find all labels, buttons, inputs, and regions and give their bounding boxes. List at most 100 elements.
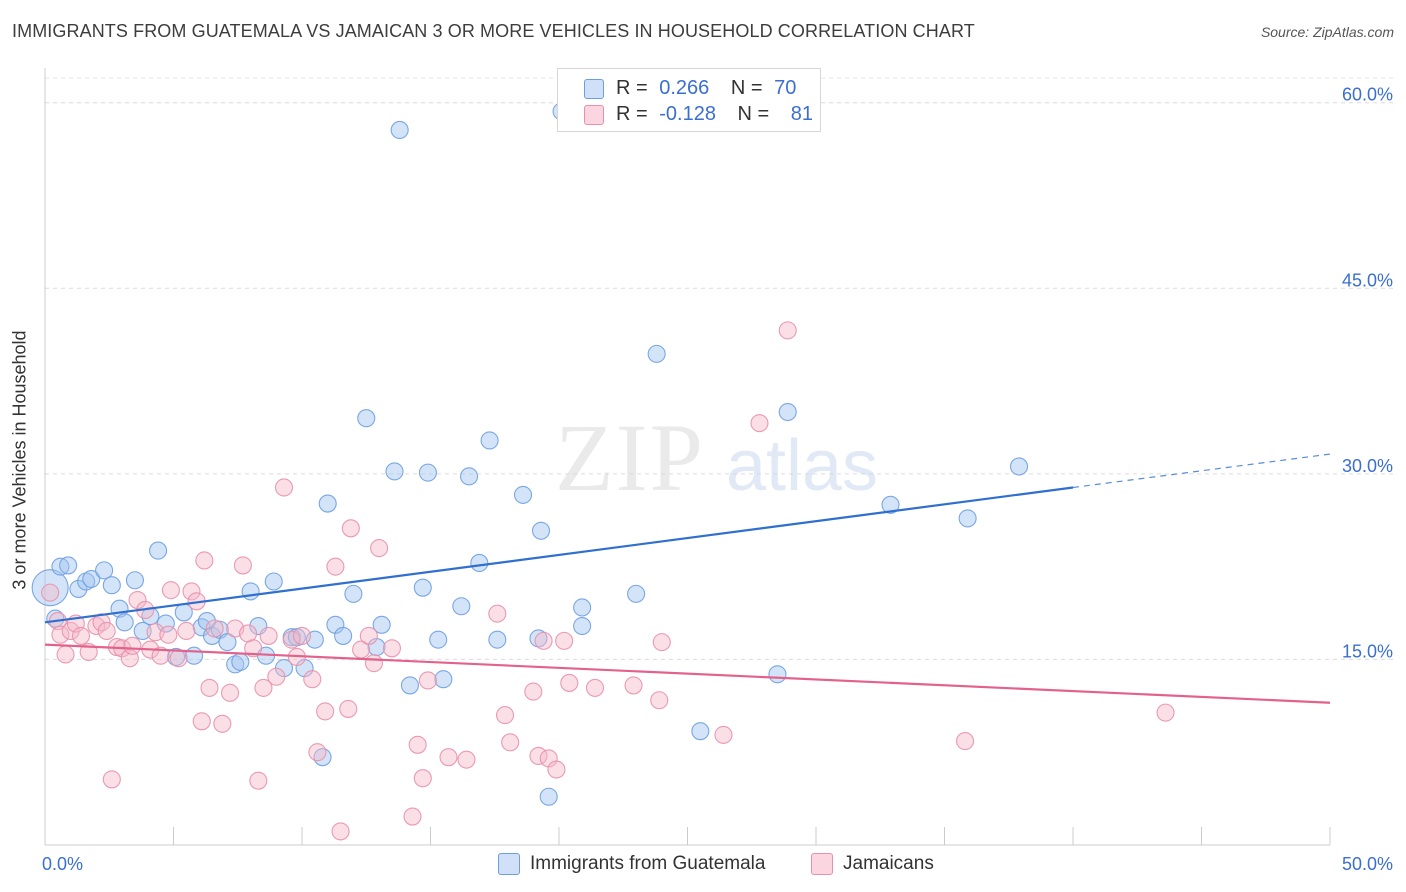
legend-r-label: R = bbox=[616, 77, 648, 99]
series-swatch-guatemala bbox=[498, 853, 520, 875]
data-point bbox=[97, 621, 116, 641]
data-point bbox=[308, 743, 327, 762]
data-point bbox=[573, 616, 592, 636]
y-tick-label: 15.0% bbox=[1342, 641, 1393, 661]
data-point bbox=[51, 625, 70, 644]
series-jamaicans-points bbox=[41, 321, 1175, 841]
data-point bbox=[488, 630, 507, 649]
data-point bbox=[434, 670, 453, 689]
axes bbox=[44, 68, 1331, 846]
x-tick-label: 0.0% bbox=[42, 854, 83, 874]
watermark-zip: ZIP bbox=[555, 404, 705, 511]
data-point bbox=[555, 631, 574, 650]
data-point bbox=[585, 678, 605, 697]
correlation-legend: R = 0.266 N = 70 R = -0.128 N = 81 bbox=[557, 68, 821, 132]
tick-labels: 15.0% 30.0% 45.0% 60.0% 0.0% 50.0% bbox=[42, 85, 1393, 874]
data-point bbox=[95, 561, 114, 580]
data-point bbox=[714, 725, 733, 744]
watermark-atlas: atlas bbox=[726, 426, 878, 506]
data-point bbox=[125, 571, 144, 590]
data-point bbox=[364, 654, 384, 673]
data-point bbox=[182, 582, 201, 601]
y-tick-label: 30.0% bbox=[1342, 456, 1393, 476]
data-point bbox=[452, 597, 471, 616]
data-point bbox=[326, 557, 345, 576]
data-point bbox=[956, 732, 975, 751]
data-point bbox=[400, 676, 419, 695]
data-point bbox=[344, 584, 363, 603]
data-point bbox=[1156, 703, 1175, 722]
data-point bbox=[218, 633, 237, 652]
data-point bbox=[102, 770, 121, 789]
chart-source: Source: ZipAtlas.com bbox=[1260, 24, 1394, 40]
legend-r-value: 0.266 bbox=[659, 77, 710, 99]
data-point bbox=[408, 735, 427, 754]
data-point bbox=[339, 699, 358, 718]
data-point bbox=[41, 583, 60, 602]
data-point bbox=[357, 409, 376, 428]
data-point bbox=[128, 591, 147, 610]
data-point bbox=[102, 576, 121, 595]
data-point bbox=[534, 631, 553, 650]
legend-r-label: R = bbox=[616, 103, 648, 125]
data-point bbox=[59, 556, 78, 575]
data-point bbox=[778, 321, 797, 340]
data-point bbox=[413, 769, 432, 788]
trend-line-jamaicans bbox=[44, 643, 1331, 704]
data-point bbox=[192, 712, 211, 731]
data-point bbox=[459, 467, 479, 486]
data-point bbox=[313, 748, 332, 767]
data-point bbox=[316, 702, 335, 721]
trend-line-guatemala-extension bbox=[1072, 453, 1331, 489]
data-point bbox=[254, 678, 273, 697]
data-point bbox=[531, 521, 551, 540]
series-swatch-jamaicans bbox=[811, 853, 833, 875]
data-point bbox=[652, 633, 671, 652]
legend-r-value: -0.128 bbox=[659, 103, 716, 125]
data-point bbox=[529, 629, 548, 648]
data-point bbox=[177, 621, 196, 641]
data-point bbox=[650, 691, 669, 710]
data-point bbox=[220, 683, 240, 702]
trend-lines bbox=[44, 453, 1331, 704]
data-point bbox=[1009, 457, 1029, 476]
data-point bbox=[259, 626, 278, 645]
data-point bbox=[513, 485, 533, 504]
data-point bbox=[501, 733, 520, 752]
data-point bbox=[418, 671, 437, 690]
data-point bbox=[539, 787, 558, 806]
data-point bbox=[488, 604, 507, 623]
data-point bbox=[318, 494, 337, 513]
data-point bbox=[495, 706, 515, 725]
data-point bbox=[382, 639, 402, 658]
data-point bbox=[161, 581, 180, 600]
y-tick-label: 45.0% bbox=[1342, 270, 1393, 290]
data-point bbox=[624, 676, 643, 695]
data-point bbox=[457, 750, 476, 769]
data-point bbox=[334, 626, 353, 645]
data-point bbox=[470, 553, 489, 572]
data-point bbox=[200, 678, 219, 697]
data-point bbox=[274, 478, 294, 497]
data-point bbox=[185, 646, 204, 665]
data-point bbox=[46, 609, 65, 628]
data-point bbox=[385, 462, 404, 481]
data-point bbox=[77, 572, 96, 591]
data-point bbox=[123, 636, 142, 655]
data-point bbox=[71, 626, 91, 645]
y-tick-label: 60.0% bbox=[1342, 85, 1393, 105]
data-point bbox=[51, 557, 70, 576]
legend-n-value: 70 bbox=[774, 77, 797, 99]
data-point bbox=[267, 667, 286, 686]
data-point bbox=[213, 714, 232, 733]
data-point bbox=[768, 665, 787, 684]
data-point bbox=[56, 645, 75, 664]
data-point bbox=[359, 626, 378, 645]
data-point bbox=[573, 598, 592, 617]
data-point bbox=[133, 621, 152, 641]
data-point bbox=[560, 673, 579, 692]
data-point bbox=[226, 655, 245, 674]
data-point bbox=[390, 120, 409, 140]
series-guatemala-points bbox=[31, 102, 1029, 806]
